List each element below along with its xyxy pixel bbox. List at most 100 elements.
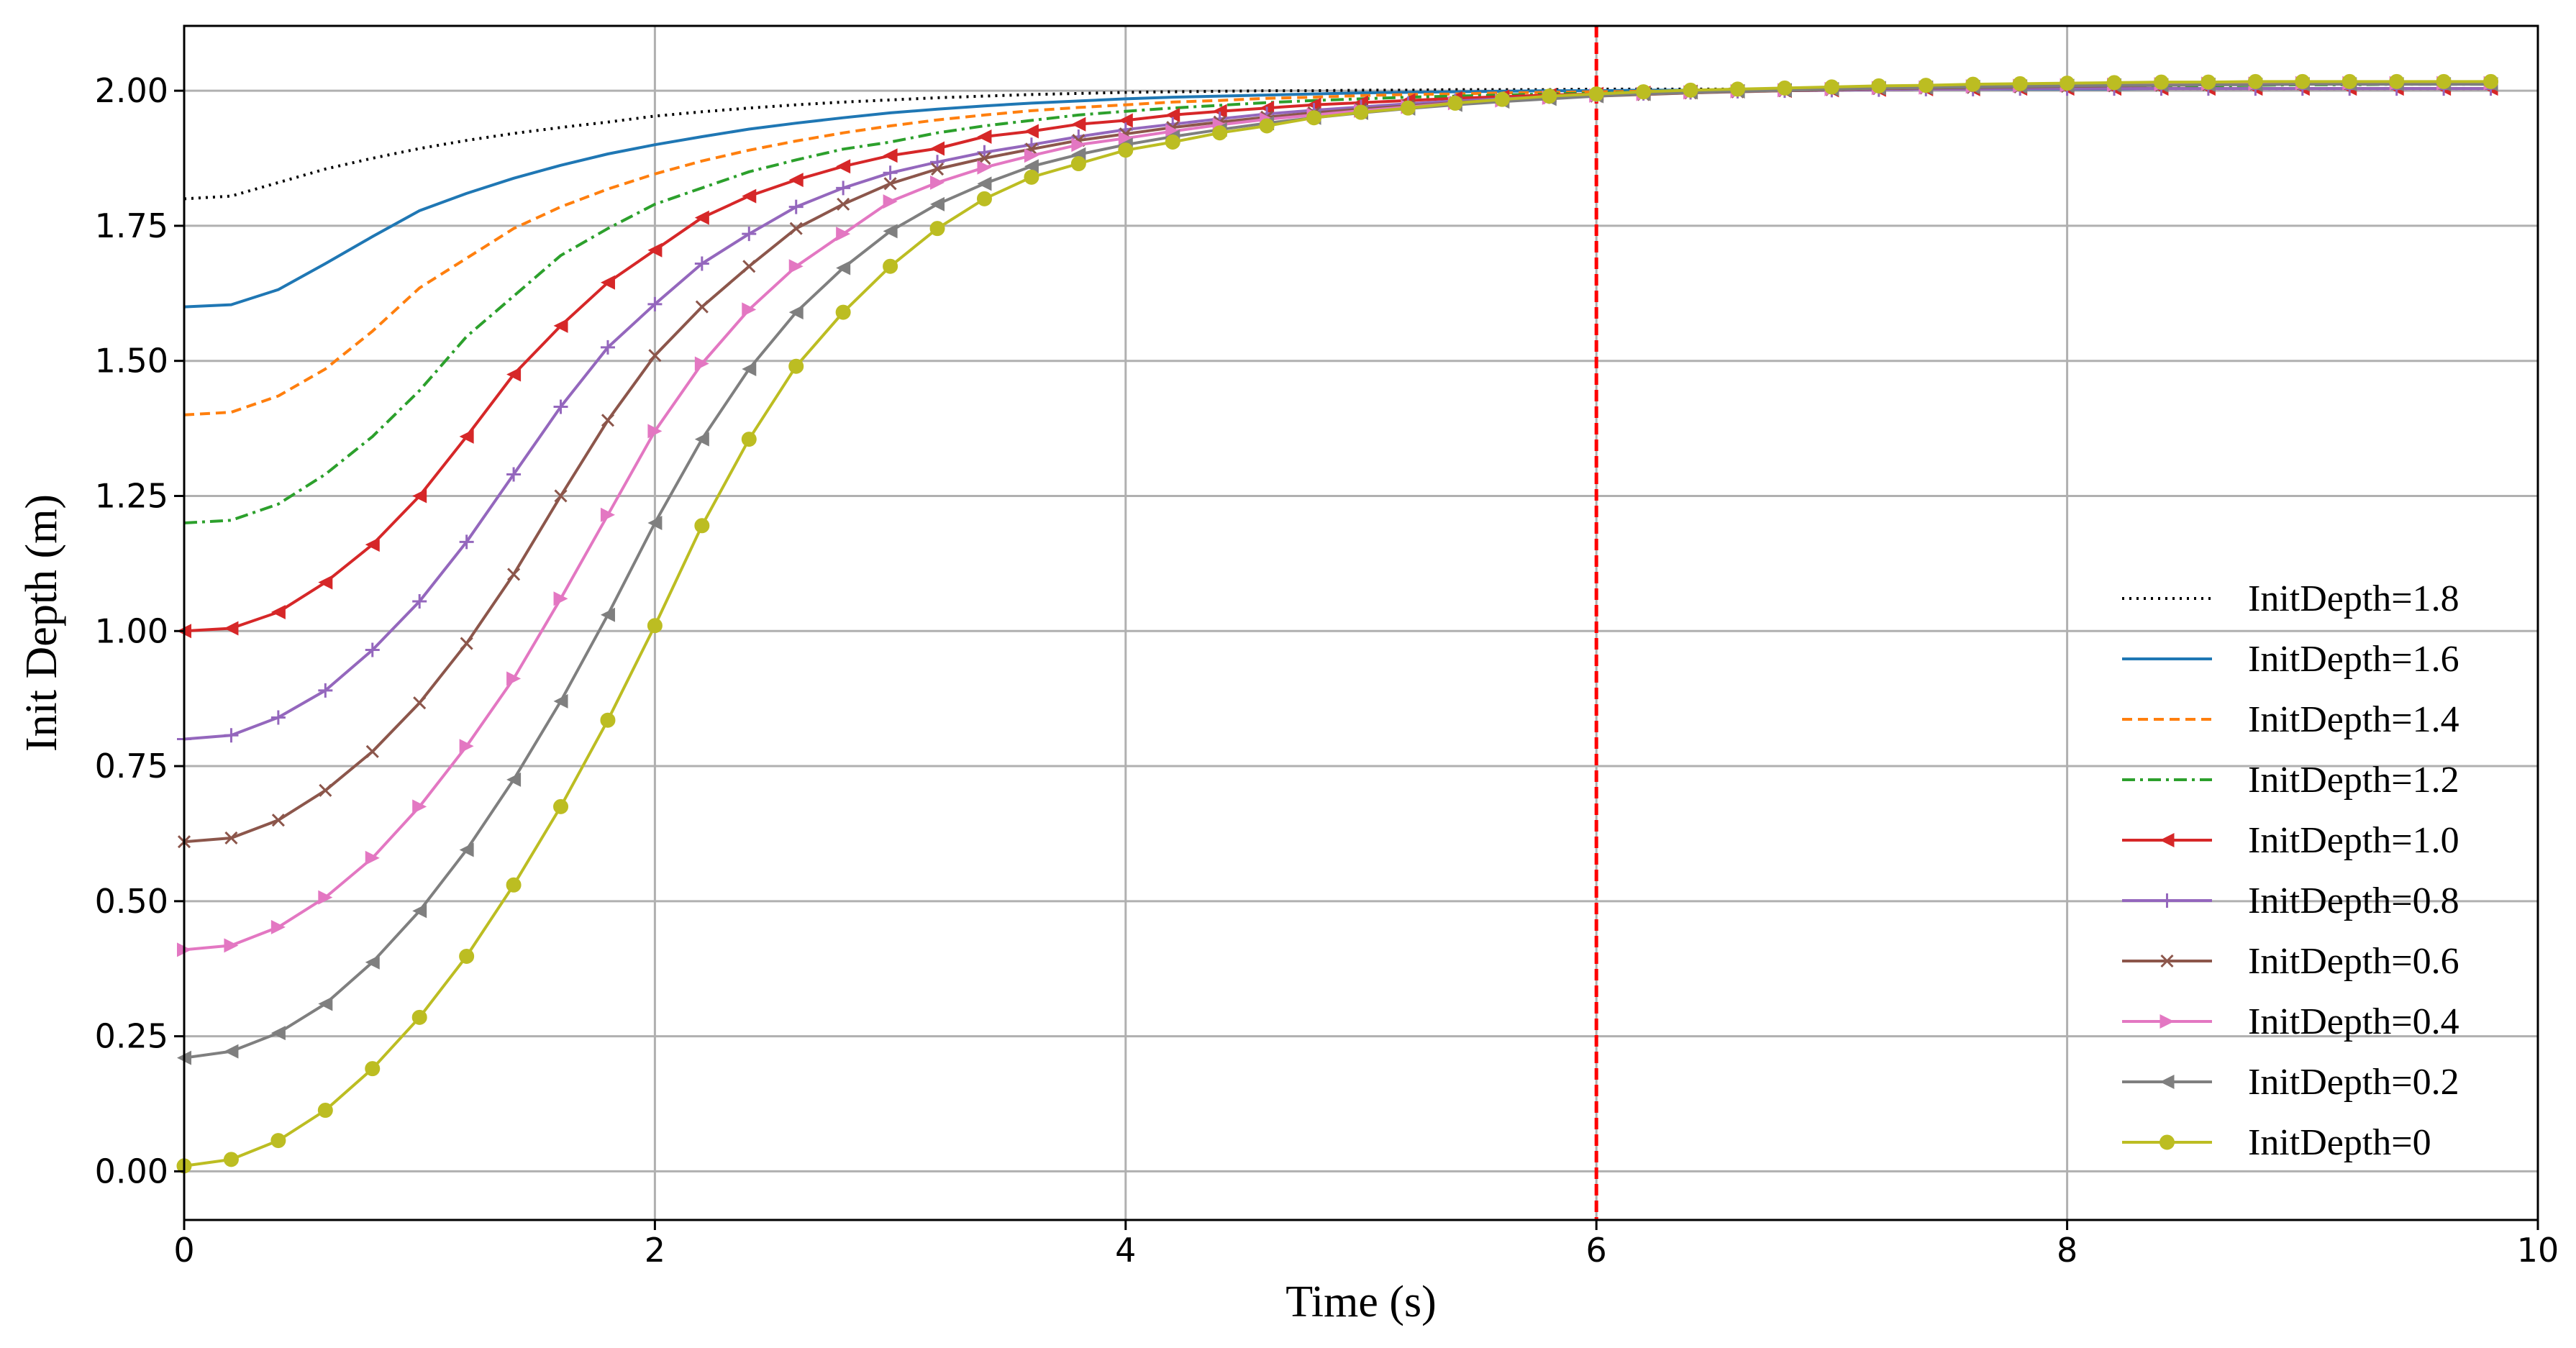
y-tick-label: 1.25 — [95, 476, 168, 515]
data-point — [2389, 73, 2405, 89]
data-point — [1588, 86, 1604, 102]
data-point — [1730, 81, 1746, 97]
data-point — [1118, 113, 1133, 128]
data-point — [788, 305, 804, 320]
data-point — [929, 221, 945, 237]
y-tick-label: 1.75 — [95, 206, 168, 245]
x-tick-label: 4 — [1115, 1231, 1136, 1270]
legend-item: InitDepth=0.2 — [2122, 1062, 2459, 1103]
data-point — [836, 260, 851, 275]
data-point — [600, 507, 615, 522]
data-point — [836, 181, 851, 196]
legend-marker — [2159, 1014, 2175, 1029]
data-point — [1353, 104, 1369, 120]
data-point — [412, 593, 427, 609]
data-point — [694, 256, 709, 271]
data-point — [2483, 73, 2499, 89]
series-line — [183, 80, 2491, 1167]
data-point — [977, 176, 992, 191]
y-axis-title: Init Depth (m) — [17, 494, 66, 752]
data-point — [412, 799, 427, 814]
y-tick-label: 2.00 — [95, 71, 168, 110]
data-point — [319, 783, 332, 797]
data-point — [554, 489, 568, 503]
data-point — [2106, 75, 2122, 91]
data-point — [2295, 73, 2311, 89]
data-point — [648, 349, 662, 363]
data-point — [647, 242, 663, 258]
data-point — [553, 591, 568, 606]
legend-item: InitDepth=1.0 — [2122, 820, 2459, 861]
data-point — [506, 467, 522, 482]
data-point — [553, 693, 568, 709]
data-point — [270, 1133, 286, 1149]
data-point — [318, 890, 333, 905]
data-point — [318, 575, 333, 590]
data-point — [694, 518, 710, 534]
data-point — [647, 296, 663, 311]
data-point — [553, 318, 568, 333]
data-point — [224, 938, 239, 953]
y-tick-label: 0.75 — [95, 747, 168, 785]
series-9 — [176, 73, 2499, 1174]
data-point — [788, 199, 804, 214]
legend-label: InitDepth=0.4 — [2248, 1001, 2459, 1042]
data-point — [411, 1009, 427, 1025]
y-tick-label: 1.50 — [95, 342, 168, 381]
legend-label: InitDepth=0.6 — [2248, 941, 2459, 982]
data-point — [460, 637, 473, 650]
legend-label: InitDepth=0.8 — [2248, 880, 2459, 921]
data-point — [1071, 117, 1086, 132]
data-point — [365, 955, 380, 970]
legend-marker — [2159, 1134, 2175, 1150]
data-point — [788, 259, 804, 274]
data-point — [883, 224, 898, 239]
data-point — [365, 1061, 381, 1077]
data-point — [600, 275, 615, 290]
data-point — [883, 194, 898, 209]
data-point — [1165, 124, 1180, 139]
data-point — [2436, 73, 2452, 89]
y-tick-label: 1.00 — [95, 611, 168, 650]
data-point — [1683, 82, 1698, 98]
data-point — [459, 534, 474, 550]
x-tick-label: 6 — [1586, 1231, 1607, 1270]
legend-marker — [2159, 893, 2175, 908]
legend: InitDepth=1.8 InitDepth=1.6 InitDepth=1.4 I… — [2122, 578, 2459, 1163]
legend-item: InitDepth=0 — [2122, 1122, 2431, 1163]
data-point — [2341, 73, 2357, 89]
data-point — [1918, 78, 1934, 94]
series-line — [183, 87, 2491, 741]
data-point — [930, 196, 945, 211]
x-ticks: 0 2 4 6 8 10 — [173, 1220, 2559, 1270]
data-point — [459, 948, 475, 964]
data-point — [459, 429, 474, 444]
data-point — [788, 358, 804, 374]
data-point — [365, 850, 380, 865]
x-tick-label: 10 — [2517, 1231, 2559, 1270]
data-point — [365, 744, 379, 758]
series-layer — [176, 73, 2499, 1174]
data-point — [223, 1152, 239, 1167]
data-point — [695, 300, 709, 314]
data-point — [836, 227, 851, 242]
data-point — [742, 361, 757, 376]
y-tick-label: 0.25 — [95, 1017, 168, 1056]
data-point — [506, 367, 522, 382]
data-point — [506, 671, 522, 686]
data-point — [1071, 137, 1086, 152]
data-point — [271, 814, 285, 827]
legend-label: InitDepth=0.2 — [2248, 1062, 2459, 1103]
data-point — [1306, 110, 1322, 126]
y-ticks: 0.00 0.25 0.50 0.75 1.00 1.25 1.50 1.75 2.00 — [95, 71, 184, 1190]
data-point — [553, 798, 569, 814]
data-point — [742, 188, 757, 204]
data-point — [224, 1044, 239, 1059]
legend-item: InitDepth=0.4 — [2122, 1001, 2459, 1042]
data-point — [1024, 124, 1039, 139]
legend-label: InitDepth=1.4 — [2248, 699, 2459, 740]
data-point — [930, 141, 945, 156]
data-point — [553, 399, 568, 414]
data-point — [883, 177, 897, 191]
data-point — [1542, 88, 1557, 104]
